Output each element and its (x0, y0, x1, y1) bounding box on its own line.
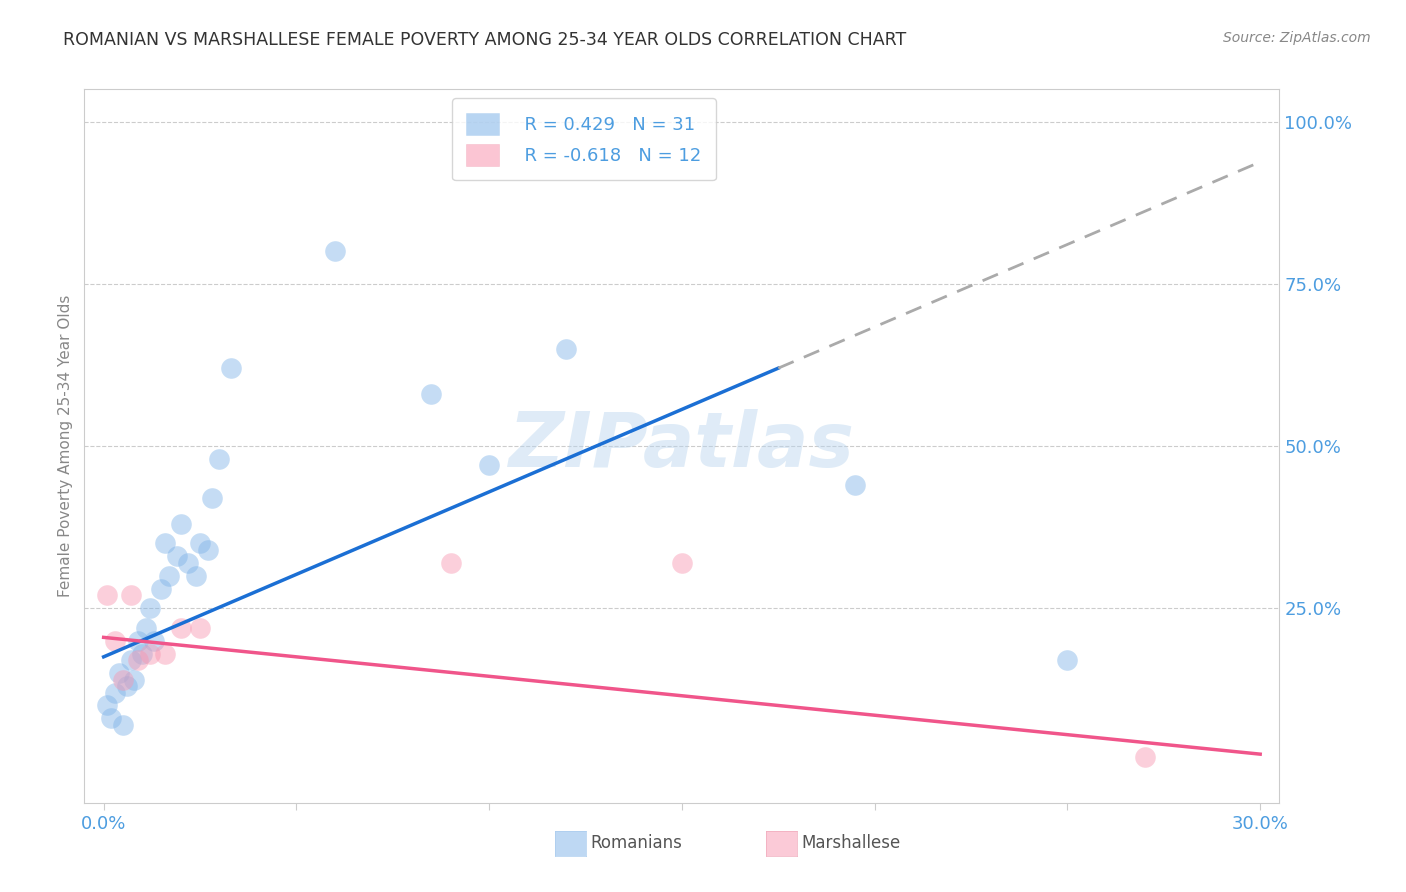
Text: ZIPatlas: ZIPatlas (509, 409, 855, 483)
Point (166, 549, 188, 564)
Point (127, 633, 149, 648)
Point (115, 679, 138, 693)
Point (197, 542, 219, 557)
Point (170, 621, 193, 635)
Point (111, 673, 134, 687)
Text: Marshallese: Marshallese (801, 834, 901, 852)
Point (96, 588, 118, 602)
Point (188, 536, 211, 550)
Point (124, 673, 146, 687)
Point (127, 653, 149, 667)
Point (135, 621, 157, 635)
Point (104, 685, 127, 699)
Point (1133, 750, 1156, 764)
Point (844, 478, 866, 492)
Point (200, 491, 222, 505)
Point (208, 452, 231, 467)
Point (131, 647, 153, 661)
Point (96, 698, 118, 713)
Point (150, 582, 173, 596)
Point (478, 458, 501, 473)
Point (139, 647, 162, 661)
Point (219, 361, 242, 376)
Point (420, 387, 443, 401)
Text: Romanians: Romanians (591, 834, 682, 852)
Point (555, 342, 578, 356)
Point (111, 718, 134, 732)
Point (104, 633, 127, 648)
Point (177, 556, 200, 570)
Legend:   R = 0.429   N = 31,   R = -0.618   N = 12: R = 0.429 N = 31, R = -0.618 N = 12 (451, 98, 716, 180)
Point (120, 653, 142, 667)
Point (108, 666, 131, 681)
Text: Source: ZipAtlas.com: Source: ZipAtlas.com (1223, 31, 1371, 45)
Point (170, 516, 193, 531)
Point (186, 568, 208, 582)
Point (157, 568, 180, 582)
Point (142, 633, 165, 648)
Text: ROMANIAN VS MARSHALLESE FEMALE POVERTY AMONG 25-34 YEAR OLDS CORRELATION CHART: ROMANIAN VS MARSHALLESE FEMALE POVERTY A… (63, 31, 907, 49)
Point (139, 601, 162, 615)
Point (120, 588, 142, 602)
Point (439, 556, 461, 570)
Point (1056, 653, 1078, 667)
Point (155, 647, 177, 661)
Point (100, 711, 122, 725)
Y-axis label: Female Poverty Among 25-34 Year Olds: Female Poverty Among 25-34 Year Olds (58, 295, 73, 597)
Point (671, 556, 693, 570)
Point (155, 536, 177, 550)
Point (323, 244, 346, 259)
Point (188, 621, 211, 635)
